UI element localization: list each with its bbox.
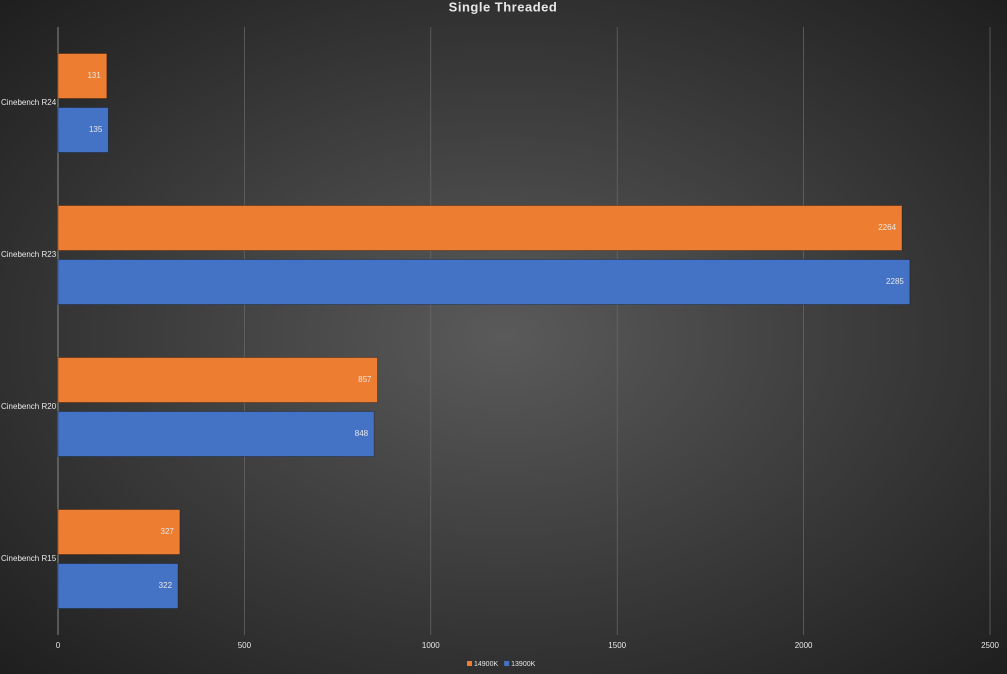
x-tick-label: 2500 [981,641,999,650]
y-tick-label: Cinebench R23 [1,250,57,259]
bar [57,563,179,609]
legend-swatch [504,661,510,666]
legend-label: 14900K [474,661,498,668]
legend-swatch [467,661,472,666]
x-tick-label: 500 [238,641,252,650]
data-label: 848 [355,429,369,438]
data-label: 327 [161,527,175,536]
data-label: 2285 [886,277,904,286]
bar [57,411,375,457]
bar [57,259,911,305]
bar [57,205,903,251]
x-tick-label: 1500 [608,641,626,650]
legend-label: 13900K [511,661,535,668]
y-tick-label: Cinebench R15 [1,554,57,563]
chart-title: Single Threaded [449,0,558,14]
bar [57,509,181,555]
x-tick-label: 0 [56,641,61,650]
bar [57,107,109,153]
x-tick-label: 1000 [422,641,440,650]
data-label: 322 [159,581,173,590]
data-label: 131 [87,71,101,80]
data-label: 857 [358,375,372,384]
y-tick-label: Cinebench R20 [1,402,57,411]
bar [57,53,108,99]
data-label: 2264 [878,223,896,232]
y-tick-label: Cinebench R24 [1,98,57,107]
x-tick-label: 2000 [795,641,813,650]
data-label: 135 [89,125,103,134]
bar [57,357,378,403]
